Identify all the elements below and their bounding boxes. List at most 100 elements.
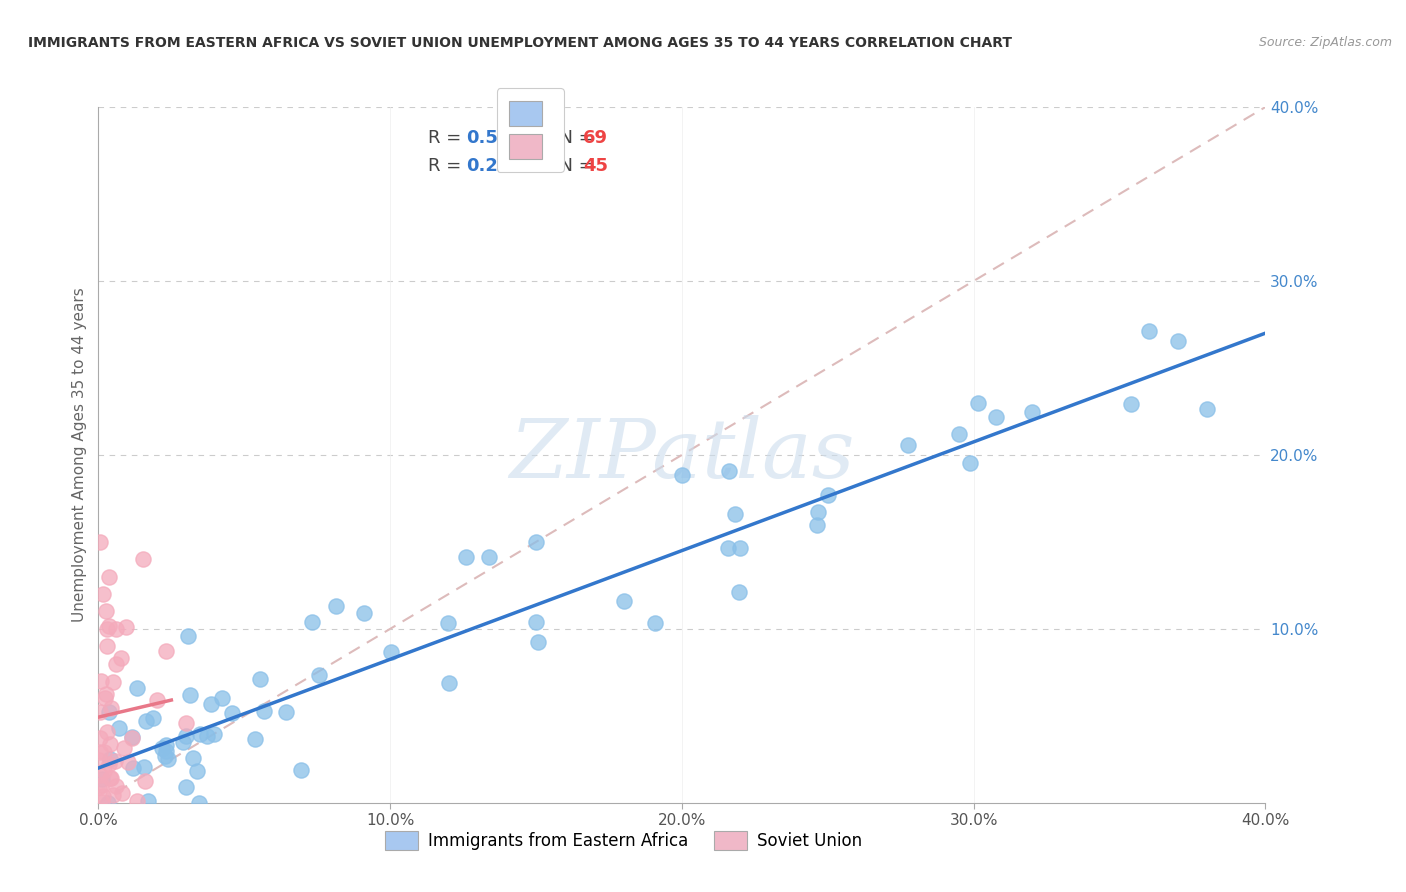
Point: [353, 606, 375, 620]
Point: [89, 534, 111, 549]
Point: [221, 706, 243, 721]
Point: [132, 760, 155, 774]
Point: [87, 780, 110, 794]
Point: [94, 687, 117, 701]
Point: [948, 427, 970, 442]
Point: [111, 786, 134, 800]
Point: [131, 552, 153, 566]
Point: [325, 599, 347, 613]
Point: [142, 711, 165, 725]
Point: [89, 731, 111, 745]
Point: [155, 739, 177, 753]
Point: [91, 789, 114, 803]
Point: [96, 725, 118, 739]
Legend: Immigrants from Eastern Africa, Soviet Union: Immigrants from Eastern Africa, Soviet U…: [378, 824, 869, 857]
Point: [959, 456, 981, 470]
Point: [176, 729, 198, 743]
Point: [612, 593, 634, 607]
Point: [897, 438, 920, 452]
Point: [104, 754, 127, 768]
Point: [91, 587, 114, 601]
Point: [1195, 401, 1218, 416]
Point: [145, 693, 167, 707]
Text: Source: ZipAtlas.com: Source: ZipAtlas.com: [1258, 36, 1392, 49]
Point: [134, 774, 156, 789]
Text: 69: 69: [582, 129, 607, 147]
Point: [730, 541, 752, 555]
Point: [101, 788, 124, 802]
Point: [966, 395, 988, 409]
Point: [253, 704, 276, 718]
Point: [243, 732, 266, 747]
Point: [135, 714, 157, 728]
Point: [94, 691, 117, 706]
Point: [274, 705, 297, 719]
Point: [202, 727, 225, 741]
Point: [181, 751, 204, 765]
Point: [100, 771, 122, 785]
Point: [188, 727, 211, 741]
Point: [115, 620, 138, 634]
Point: [91, 795, 114, 809]
Point: [125, 794, 148, 808]
Point: [93, 745, 115, 759]
Point: [108, 721, 131, 735]
Point: [96, 639, 118, 653]
Point: [91, 772, 114, 786]
Point: [155, 643, 177, 657]
Point: [524, 615, 547, 629]
Point: [817, 488, 839, 502]
Point: [249, 673, 271, 687]
Point: [98, 619, 121, 633]
Point: [121, 731, 143, 745]
Text: R =: R =: [427, 157, 467, 175]
Point: [105, 779, 128, 793]
Point: [93, 764, 115, 778]
Point: [125, 681, 148, 696]
Point: [188, 796, 211, 810]
Point: [96, 622, 118, 636]
Point: [200, 697, 222, 711]
Point: [526, 635, 548, 649]
Point: [807, 505, 830, 519]
Point: [1137, 324, 1160, 338]
Point: [122, 761, 145, 775]
Text: N =: N =: [548, 157, 599, 175]
Point: [174, 715, 197, 730]
Point: [1119, 397, 1142, 411]
Text: 45: 45: [582, 157, 607, 175]
Point: [301, 615, 323, 629]
Point: [112, 740, 135, 755]
Point: [524, 535, 547, 549]
Point: [103, 675, 125, 690]
Text: 0.215: 0.215: [465, 157, 523, 175]
Text: ZIPatlas: ZIPatlas: [509, 415, 855, 495]
Point: [121, 731, 143, 746]
Point: [100, 772, 122, 786]
Point: [179, 688, 201, 702]
Point: [211, 690, 233, 705]
Point: [716, 541, 738, 556]
Point: [454, 549, 477, 564]
Text: IMMIGRANTS FROM EASTERN AFRICA VS SOVIET UNION UNEMPLOYMENT AMONG AGES 35 TO 44 : IMMIGRANTS FROM EASTERN AFRICA VS SOVIET…: [28, 36, 1012, 50]
Y-axis label: Unemployment Among Ages 35 to 44 years: Unemployment Among Ages 35 to 44 years: [72, 287, 87, 623]
Point: [94, 605, 117, 619]
Point: [89, 753, 111, 767]
Point: [157, 751, 180, 765]
Point: [195, 729, 218, 743]
Point: [98, 752, 121, 766]
Point: [984, 410, 1007, 425]
Point: [117, 755, 139, 769]
Point: [98, 737, 121, 751]
Point: [380, 645, 402, 659]
Point: [89, 706, 111, 720]
Point: [177, 629, 200, 643]
Point: [1167, 334, 1189, 348]
Point: [89, 745, 111, 759]
Point: [110, 650, 132, 665]
Text: 0.598: 0.598: [465, 129, 523, 147]
Point: [136, 794, 159, 808]
Point: [671, 467, 693, 482]
Point: [90, 779, 112, 793]
Text: R =: R =: [427, 129, 467, 147]
